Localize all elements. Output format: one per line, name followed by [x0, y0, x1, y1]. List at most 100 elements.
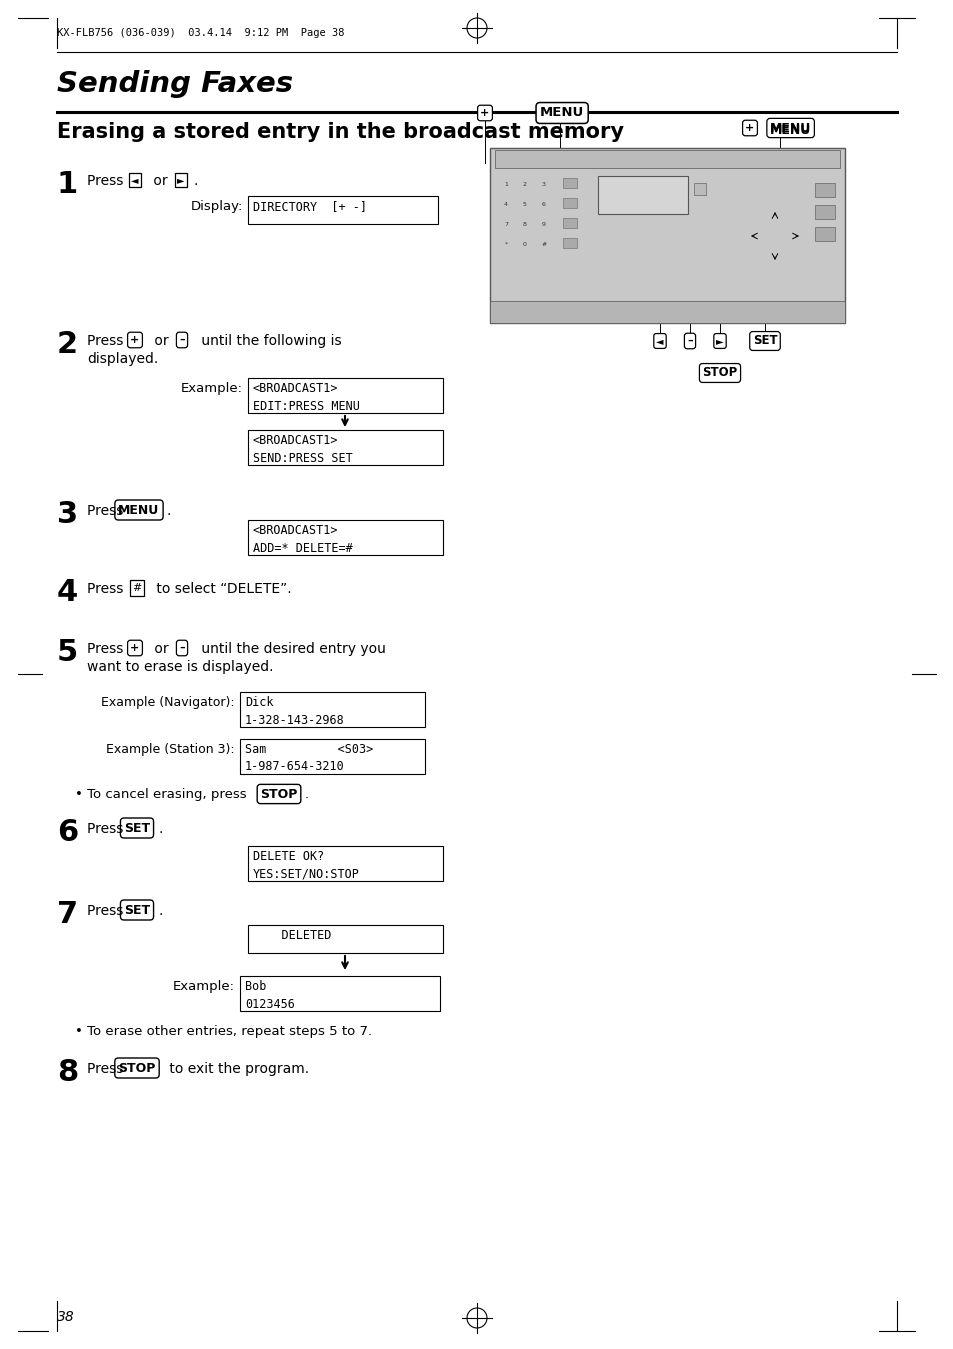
Text: MENU: MENU [118, 503, 159, 517]
Circle shape [498, 237, 513, 251]
Text: 7: 7 [503, 221, 507, 227]
Text: or: or [149, 174, 172, 188]
Bar [248, 430, 442, 465]
Text: 5: 5 [57, 638, 78, 666]
Text: • To cancel erasing, press: • To cancel erasing, press [75, 788, 251, 801]
Text: <BROADCAST1>: <BROADCAST1> [253, 523, 338, 537]
Bar [248, 519, 442, 554]
Text: EDIT:PRESS MENU: EDIT:PRESS MENU [253, 399, 359, 413]
Bar [240, 692, 424, 727]
Bar [248, 196, 437, 224]
Text: 3: 3 [57, 500, 78, 529]
Text: .: . [305, 788, 309, 801]
Text: Press: Press [87, 581, 128, 596]
Text: #: # [132, 583, 142, 594]
Text: SET: SET [124, 904, 150, 916]
Circle shape [498, 177, 513, 192]
Text: 8: 8 [522, 221, 526, 227]
Text: .: . [193, 174, 198, 188]
Text: to exit the program.: to exit the program. [165, 1062, 309, 1077]
Text: 8: 8 [57, 1058, 78, 1087]
Text: #: # [540, 241, 546, 247]
Text: 0: 0 [522, 241, 526, 247]
Circle shape [740, 201, 809, 271]
Text: 38: 38 [57, 1310, 74, 1323]
Text: 7: 7 [57, 900, 78, 929]
Circle shape [517, 237, 532, 251]
Text: or: or [150, 335, 172, 348]
Circle shape [517, 197, 532, 210]
Bar [240, 739, 424, 774]
Text: DIRECTORY  [+ -]: DIRECTORY [+ -] [253, 200, 367, 213]
Text: Example (Navigator):: Example (Navigator): [101, 696, 234, 710]
Text: DELETE OK?: DELETE OK? [253, 850, 324, 863]
Text: Display:: Display: [191, 200, 243, 213]
Text: 4: 4 [57, 577, 78, 607]
Text: +: + [131, 643, 139, 653]
Text: –: – [179, 335, 185, 345]
Text: want to erase is displayed.: want to erase is displayed. [87, 660, 274, 674]
Text: STOP: STOP [701, 367, 737, 379]
Text: ◄: ◄ [132, 175, 138, 185]
Text: 1-987-654-3210: 1-987-654-3210 [245, 761, 344, 773]
Circle shape [537, 197, 551, 210]
Text: MENU: MENU [769, 124, 810, 138]
Text: +: + [480, 108, 489, 117]
Text: Example (Station 3):: Example (Station 3): [107, 743, 234, 755]
Text: +: + [131, 335, 139, 345]
Text: ADD=* DELETE=#: ADD=* DELETE=# [253, 541, 353, 554]
Text: +: + [744, 123, 754, 134]
Text: 6: 6 [541, 201, 545, 206]
Text: 1-328-143-2968: 1-328-143-2968 [245, 714, 344, 727]
Text: KX-FLB756 (036-039)  03.4.14  9:12 PM  Page 38: KX-FLB756 (036-039) 03.4.14 9:12 PM Page… [57, 28, 344, 38]
Text: STOP: STOP [260, 788, 297, 800]
Text: 5: 5 [522, 201, 526, 206]
Text: DELETED: DELETED [253, 929, 331, 942]
Text: Press: Press [87, 642, 128, 656]
Bar [693, 183, 705, 196]
Text: Example:: Example: [172, 979, 234, 993]
Text: Sending Faxes: Sending Faxes [57, 70, 293, 98]
Text: SET: SET [752, 335, 777, 348]
Text: or: or [150, 642, 172, 656]
Text: .: . [159, 904, 163, 919]
Text: Erasing a stored entry in the broadcast memory: Erasing a stored entry in the broadcast … [57, 121, 623, 142]
Bar [562, 198, 577, 208]
Circle shape [517, 217, 532, 231]
Text: Press: Press [87, 174, 128, 188]
Circle shape [537, 237, 551, 251]
Text: YES:SET/NO:STOP: YES:SET/NO:STOP [253, 867, 359, 881]
Text: ►: ► [177, 175, 185, 185]
Bar [240, 975, 439, 1010]
Bar [598, 175, 687, 214]
Circle shape [517, 177, 532, 192]
Circle shape [498, 197, 513, 210]
Circle shape [537, 217, 551, 231]
Text: <BROADCAST1>: <BROADCAST1> [253, 434, 338, 447]
Text: 3: 3 [541, 182, 545, 186]
Text: <BROADCAST1>: <BROADCAST1> [253, 382, 338, 395]
Text: SET: SET [124, 822, 150, 835]
Text: .: . [159, 822, 163, 836]
Text: –: – [686, 336, 692, 345]
Bar [490, 148, 844, 322]
Text: 9: 9 [541, 221, 545, 227]
Text: .: . [167, 505, 172, 518]
Bar [562, 178, 577, 188]
Circle shape [537, 177, 551, 192]
Text: STOP: STOP [118, 1062, 155, 1075]
Text: Bob: Bob [245, 979, 266, 993]
Bar [495, 150, 840, 169]
Text: Press: Press [87, 505, 128, 518]
Text: until the following is: until the following is [196, 335, 341, 348]
Bar [490, 301, 844, 322]
Bar [814, 183, 834, 197]
Text: to select “DELETE”.: to select “DELETE”. [152, 581, 292, 596]
Text: Press: Press [87, 1062, 128, 1077]
Bar [562, 237, 577, 248]
Text: Press: Press [87, 822, 128, 836]
Bar [814, 227, 834, 241]
Bar [248, 378, 442, 413]
Text: displayed.: displayed. [87, 352, 158, 366]
Circle shape [498, 217, 513, 231]
